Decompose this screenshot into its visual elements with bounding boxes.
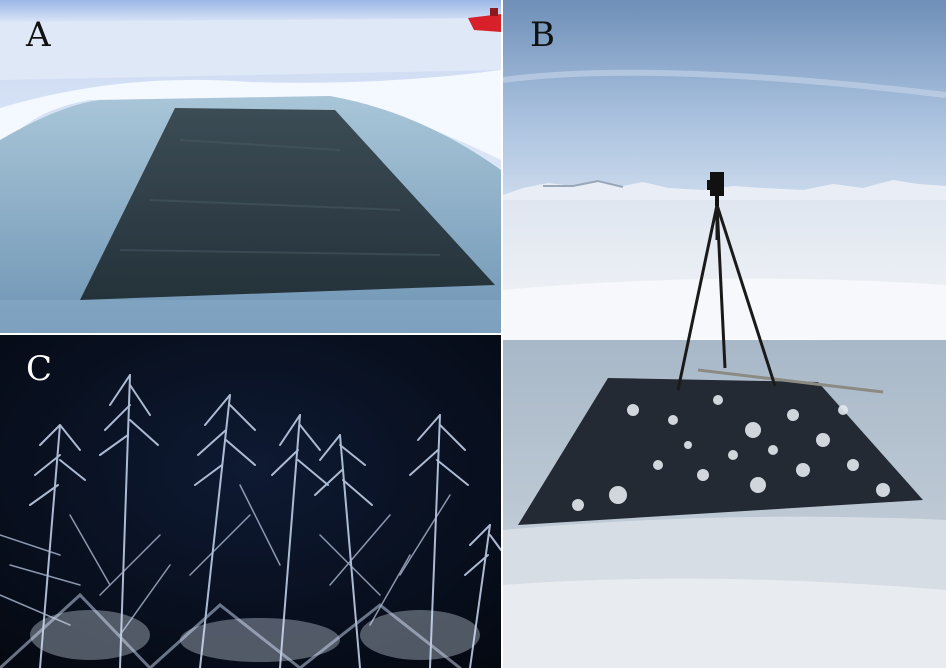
panel-b-photo: [503, 0, 946, 668]
panel-label-c: C: [26, 349, 53, 389]
panel-label-b: B: [530, 15, 555, 55]
panel-c-photo: [0, 335, 501, 668]
panel-a-image: [0, 0, 501, 333]
panel-a-photo: [0, 0, 501, 333]
boat-shape: [468, 14, 501, 32]
panel-b-image: [503, 0, 946, 668]
tripod-shape: [676, 204, 777, 391]
panel-label-a: A: [26, 15, 51, 55]
panel-c-image: [0, 335, 501, 668]
